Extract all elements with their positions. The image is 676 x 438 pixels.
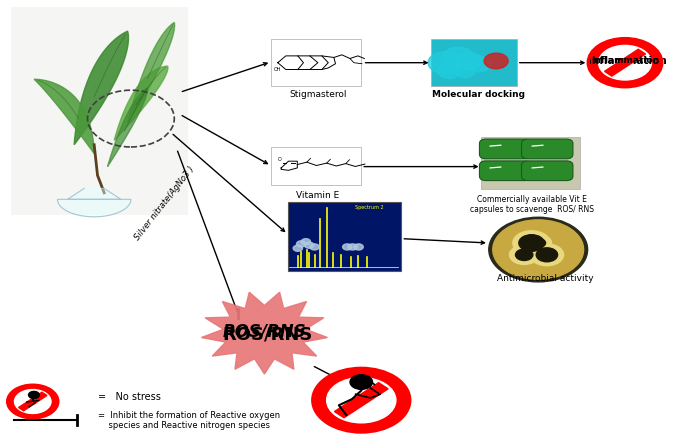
Polygon shape bbox=[107, 88, 147, 166]
FancyBboxPatch shape bbox=[271, 147, 361, 185]
Circle shape bbox=[454, 64, 475, 78]
Circle shape bbox=[293, 245, 302, 251]
Polygon shape bbox=[201, 292, 327, 374]
Text: =   No stress: = No stress bbox=[97, 392, 160, 402]
Text: Stigmasterol: Stigmasterol bbox=[289, 90, 347, 99]
Circle shape bbox=[343, 244, 352, 250]
Text: =  Inhibit the formation of Reactive oxygen
    species and Reactive nitrogen sp: = Inhibit the formation of Reactive oxyg… bbox=[97, 411, 280, 431]
Text: Molecular docking: Molecular docking bbox=[431, 90, 525, 99]
Circle shape bbox=[297, 241, 306, 247]
Circle shape bbox=[348, 244, 357, 250]
Circle shape bbox=[350, 374, 372, 389]
FancyBboxPatch shape bbox=[521, 161, 573, 180]
Circle shape bbox=[7, 385, 58, 418]
Circle shape bbox=[526, 235, 552, 251]
Circle shape bbox=[354, 244, 363, 250]
Circle shape bbox=[532, 239, 546, 247]
Text: Silver nitrate(AgNo3 ): Silver nitrate(AgNo3 ) bbox=[132, 165, 196, 243]
Text: ROS/RNS: ROS/RNS bbox=[222, 322, 306, 340]
Circle shape bbox=[519, 235, 544, 251]
FancyBboxPatch shape bbox=[479, 161, 531, 180]
Polygon shape bbox=[34, 79, 94, 153]
Text: Vitamin E: Vitamin E bbox=[296, 191, 339, 200]
Text: Commercially available Vit E
capsules to scavenge  ROS/ RNS: Commercially available Vit E capsules to… bbox=[470, 195, 594, 214]
Circle shape bbox=[493, 220, 583, 279]
Circle shape bbox=[530, 244, 564, 266]
FancyBboxPatch shape bbox=[481, 137, 580, 189]
Circle shape bbox=[327, 378, 396, 423]
Circle shape bbox=[304, 242, 314, 248]
Polygon shape bbox=[128, 22, 174, 123]
FancyArrow shape bbox=[604, 49, 646, 76]
Circle shape bbox=[28, 392, 39, 399]
Circle shape bbox=[510, 245, 539, 265]
FancyBboxPatch shape bbox=[479, 139, 531, 159]
Circle shape bbox=[588, 39, 662, 87]
Circle shape bbox=[455, 52, 481, 70]
Polygon shape bbox=[114, 66, 168, 141]
Polygon shape bbox=[57, 188, 131, 217]
Text: Inflammation: Inflammation bbox=[587, 56, 667, 66]
Circle shape bbox=[428, 52, 462, 74]
Text: Spectrum 2: Spectrum 2 bbox=[355, 205, 383, 210]
Circle shape bbox=[301, 239, 310, 245]
Text: Antimicrobial activity: Antimicrobial activity bbox=[497, 274, 594, 283]
Circle shape bbox=[466, 56, 491, 72]
Circle shape bbox=[437, 63, 462, 78]
Circle shape bbox=[443, 47, 473, 66]
Polygon shape bbox=[74, 31, 128, 145]
Circle shape bbox=[598, 46, 652, 80]
Circle shape bbox=[513, 231, 550, 255]
Text: OH: OH bbox=[274, 67, 281, 71]
Circle shape bbox=[14, 389, 51, 413]
Text: ROS/RNS: ROS/RNS bbox=[222, 326, 313, 344]
FancyArrow shape bbox=[335, 383, 388, 418]
Circle shape bbox=[516, 249, 533, 261]
Circle shape bbox=[484, 53, 508, 69]
Text: Inflammation: Inflammation bbox=[591, 57, 659, 65]
Text: O: O bbox=[277, 157, 281, 162]
FancyBboxPatch shape bbox=[11, 7, 188, 215]
Circle shape bbox=[489, 217, 587, 282]
FancyBboxPatch shape bbox=[431, 39, 517, 86]
Circle shape bbox=[310, 244, 319, 250]
FancyBboxPatch shape bbox=[288, 201, 402, 272]
FancyBboxPatch shape bbox=[271, 39, 361, 86]
Circle shape bbox=[536, 248, 558, 262]
FancyBboxPatch shape bbox=[521, 139, 573, 159]
Circle shape bbox=[313, 369, 410, 431]
FancyArrow shape bbox=[18, 392, 47, 411]
